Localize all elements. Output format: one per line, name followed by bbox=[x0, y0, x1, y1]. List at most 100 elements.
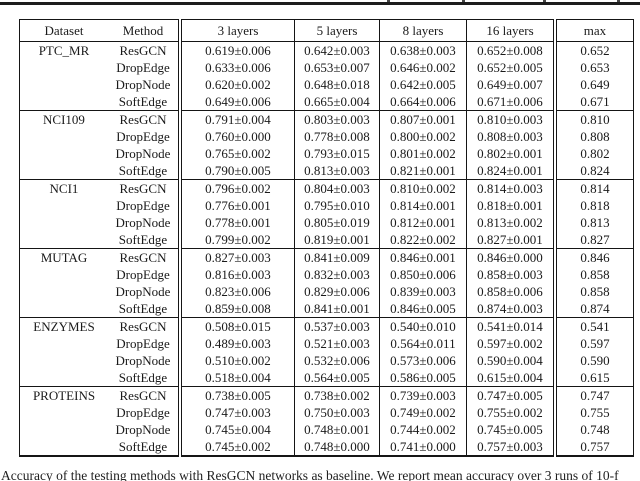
max-value-cell: 0.818 bbox=[553, 197, 634, 214]
dataset-cell bbox=[20, 266, 109, 283]
accuracy-value-cell: 0.824±0.001 bbox=[466, 162, 555, 180]
accuracy-value-cell: 0.858±0.006 bbox=[466, 283, 555, 300]
method-cell: DropNode bbox=[115, 215, 171, 230]
accuracy-value-cell: 0.664±0.006 bbox=[379, 93, 467, 111]
dataset-cell: PTC_MR bbox=[19, 41, 108, 59]
accuracy-value-cell: 0.793±0.015 bbox=[294, 145, 380, 162]
accuracy-value-cell: 0.748±0.000 bbox=[294, 438, 380, 456]
accuracy-value-cell: 0.633±0.006 bbox=[178, 59, 295, 76]
accuracy-value-cell: 0.805±0.019 bbox=[294, 214, 380, 231]
method-cell: DropEdge bbox=[116, 60, 170, 75]
dataset-cell bbox=[20, 300, 109, 318]
accuracy-value-cell: 0.818±0.001 bbox=[466, 197, 555, 214]
accuracy-value-cell: 0.778±0.008 bbox=[294, 128, 380, 145]
dataset-cell bbox=[20, 231, 109, 249]
table-row: DropEdge 0.816±0.003 0.832±0.003 0.850±0.00… bbox=[20, 266, 634, 283]
accuracy-value-cell: 0.620±0.002 bbox=[178, 76, 295, 93]
accuracy-value-cell: 0.638±0.003 bbox=[379, 41, 467, 59]
header-cell-16-layers: 16 layers bbox=[466, 19, 555, 42]
max-value-cell: 0.652 bbox=[553, 41, 634, 59]
accuracy-value-cell: 0.739±0.003 bbox=[379, 386, 467, 404]
accuracy-value-cell: 0.642±0.003 bbox=[294, 41, 380, 59]
accuracy-value-cell: 0.646±0.002 bbox=[379, 59, 467, 76]
table-row: DropNode 0.778±0.001 0.805±0.019 0.812±0.00… bbox=[20, 214, 634, 231]
table-caption: Accuracy of the testing methods with Res… bbox=[1, 468, 619, 481]
dataset-cell bbox=[20, 369, 109, 387]
max-value-cell: 0.827 bbox=[553, 231, 634, 249]
max-value-cell: 0.813 bbox=[553, 214, 634, 231]
max-value-cell: 0.874 bbox=[553, 300, 634, 318]
accuracy-value-cell: 0.801±0.002 bbox=[379, 145, 467, 162]
accuracy-value-cell: 0.841±0.009 bbox=[294, 248, 380, 266]
dataset-cell: NCI109 bbox=[19, 110, 108, 128]
accuracy-value-cell: 0.642±0.005 bbox=[379, 76, 467, 93]
accuracy-value-cell: 0.799±0.002 bbox=[178, 231, 295, 249]
table-row: DropNode 0.823±0.006 0.829±0.006 0.839±0.00… bbox=[20, 283, 634, 300]
accuracy-value-cell: 0.814±0.003 bbox=[466, 179, 555, 197]
accuracy-value-cell: 0.858±0.003 bbox=[466, 266, 555, 283]
header-cell-method: Method bbox=[108, 19, 180, 42]
table-row: SoftEdge 0.649±0.006 0.665±0.004 0.664±0.00… bbox=[20, 93, 634, 111]
accuracy-value-cell: 0.800±0.002 bbox=[379, 128, 467, 145]
dataset-cell bbox=[20, 283, 109, 300]
accuracy-value-cell: 0.841±0.001 bbox=[294, 300, 380, 318]
table-row: SoftEdge 0.518±0.004 0.564±0.005 0.586±0.00… bbox=[20, 369, 634, 387]
method-cell: DropNode bbox=[115, 422, 171, 437]
descender-mark bbox=[543, 0, 546, 2]
accuracy-value-cell: 0.564±0.011 bbox=[379, 335, 467, 352]
method-cell: DropEdge bbox=[116, 336, 170, 351]
dataset-cell bbox=[20, 214, 109, 231]
header-cell-max: max bbox=[553, 19, 634, 42]
header-cell-3-layers: 3 layers bbox=[178, 19, 295, 42]
max-value-cell: 0.858 bbox=[553, 283, 634, 300]
table-row: PTC_MR ResGCN 0.619±0.006 0.642±0.003 0.638±… bbox=[19, 41, 634, 59]
results-table: Dataset Method 3 layers 5 layers 8 layers 16 … bbox=[19, 19, 634, 457]
table-row: DropEdge 0.776±0.001 0.795±0.010 0.814±0.00… bbox=[20, 197, 634, 214]
accuracy-value-cell: 0.796±0.002 bbox=[178, 179, 295, 197]
accuracy-value-cell: 0.649±0.007 bbox=[466, 76, 555, 93]
table-row: PROTEINS ResGCN 0.738±0.005 0.738±0.002 0.73… bbox=[19, 386, 634, 404]
accuracy-value-cell: 0.810±0.002 bbox=[379, 179, 467, 197]
accuracy-value-cell: 0.795±0.010 bbox=[294, 197, 380, 214]
method-cell: DropNode bbox=[115, 353, 171, 368]
method-cell: ResGCN bbox=[108, 41, 180, 59]
dataset-cell bbox=[20, 59, 109, 76]
max-value-cell: 0.748 bbox=[553, 421, 634, 438]
accuracy-value-cell: 0.521±0.003 bbox=[294, 335, 380, 352]
method-cell: SoftEdge bbox=[118, 439, 168, 454]
dataset-cell bbox=[20, 352, 109, 369]
accuracy-value-cell: 0.803±0.003 bbox=[294, 110, 380, 128]
accuracy-value-cell: 0.648±0.018 bbox=[294, 76, 380, 93]
accuracy-value-cell: 0.738±0.005 bbox=[178, 386, 295, 404]
dataset-cell: PROTEINS bbox=[19, 386, 108, 404]
cropped-text-remnant bbox=[0, 0, 640, 6]
max-value-cell: 0.824 bbox=[553, 162, 634, 180]
method-cell: ResGCN bbox=[108, 110, 180, 128]
accuracy-value-cell: 0.586±0.005 bbox=[379, 369, 467, 387]
table-row: DropEdge 0.760±0.000 0.778±0.008 0.800±0.00… bbox=[20, 128, 634, 145]
table-row: SoftEdge 0.745±0.002 0.748±0.000 0.741±0.00… bbox=[20, 438, 634, 456]
accuracy-value-cell: 0.816±0.003 bbox=[178, 266, 295, 283]
dataset-cell bbox=[20, 404, 109, 421]
accuracy-value-cell: 0.564±0.005 bbox=[294, 369, 380, 387]
accuracy-value-cell: 0.615±0.004 bbox=[466, 369, 555, 387]
header-row: Dataset Method 3 layers 5 layers 8 layers 16 … bbox=[19, 19, 634, 42]
accuracy-value-cell: 0.747±0.003 bbox=[178, 404, 295, 421]
accuracy-value-cell: 0.744±0.002 bbox=[379, 421, 467, 438]
accuracy-value-cell: 0.760±0.000 bbox=[178, 128, 295, 145]
method-cell: DropNode bbox=[115, 77, 171, 92]
method-cell: DropNode bbox=[115, 284, 171, 299]
method-cell: DropEdge bbox=[116, 198, 170, 213]
accuracy-value-cell: 0.747±0.005 bbox=[466, 386, 555, 404]
method-cell: SoftEdge bbox=[118, 94, 168, 109]
table-row: NCI1 ResGCN 0.796±0.002 0.804±0.003 0.810±0.… bbox=[19, 179, 634, 197]
dataset-cell bbox=[20, 438, 109, 456]
method-cell: ResGCN bbox=[108, 317, 180, 335]
accuracy-value-cell: 0.874±0.003 bbox=[466, 300, 555, 318]
table-row: DropEdge 0.747±0.003 0.750±0.003 0.749±0.00… bbox=[20, 404, 634, 421]
max-value-cell: 0.615 bbox=[553, 369, 634, 387]
table-body: PTC_MR ResGCN 0.619±0.006 0.642±0.003 0.638±… bbox=[19, 41, 634, 456]
accuracy-value-cell: 0.541±0.014 bbox=[466, 317, 555, 335]
dataset-cell bbox=[20, 197, 109, 214]
accuracy-value-cell: 0.765±0.002 bbox=[178, 145, 295, 162]
